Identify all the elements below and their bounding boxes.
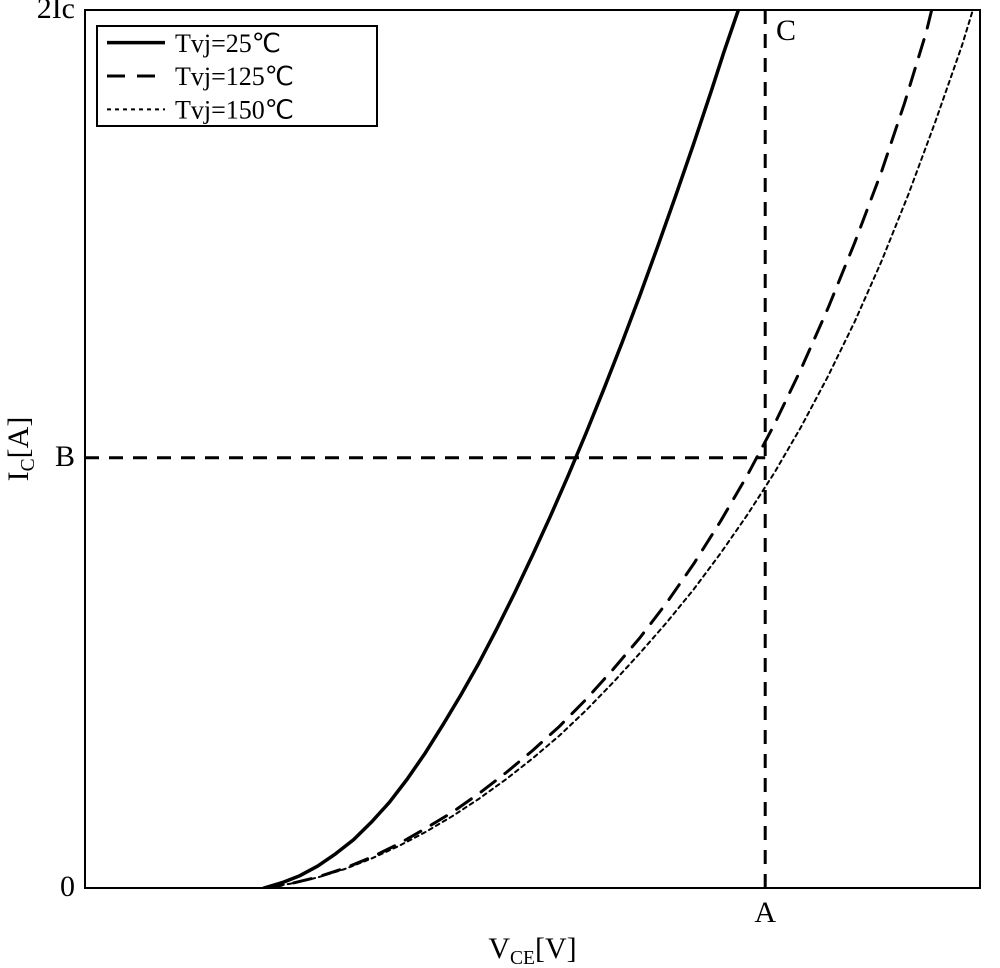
legend-label: Tvj=125℃	[175, 62, 294, 91]
ic-vce-chart: 0B2IcACVCE[V]IC[A]Tvj=25℃Tvj=125℃Tvj=150…	[0, 0, 1000, 968]
y-tick-label: 0	[60, 870, 75, 903]
y-tick-label: B	[55, 440, 75, 473]
point-label: C	[776, 14, 796, 47]
legend-label: Tvj=150℃	[175, 95, 294, 124]
y-tick-label: 2Ic	[37, 0, 75, 25]
y-axis-title: IC[A]	[2, 417, 39, 482]
legend-label: Tvj=25℃	[175, 29, 281, 58]
legend: Tvj=25℃ Tvj=125℃ Tvj=150℃	[97, 26, 377, 126]
x-tick-label: A	[754, 896, 776, 929]
chart-container: 0B2IcACVCE[V]IC[A]Tvj=25℃Tvj=125℃Tvj=150…	[0, 0, 1000, 968]
